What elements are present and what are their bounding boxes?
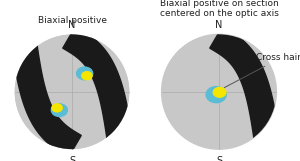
Polygon shape [63, 26, 133, 148]
Ellipse shape [52, 104, 62, 112]
Title: Biaxial positive: Biaxial positive [38, 16, 106, 25]
Circle shape [162, 34, 276, 149]
Ellipse shape [51, 104, 68, 116]
Polygon shape [11, 35, 81, 157]
Circle shape [15, 34, 129, 149]
Text: Biaxial positive on section
centered on the optic axis: Biaxial positive on section centered on … [160, 0, 278, 18]
Polygon shape [210, 26, 280, 148]
Ellipse shape [213, 87, 226, 97]
Text: Cross hairs: Cross hairs [224, 53, 300, 88]
Text: N: N [68, 20, 76, 30]
Text: N: N [215, 20, 223, 30]
Text: S: S [69, 156, 75, 161]
Ellipse shape [206, 87, 226, 103]
Ellipse shape [82, 72, 92, 80]
Text: S: S [216, 156, 222, 161]
Ellipse shape [76, 67, 93, 80]
